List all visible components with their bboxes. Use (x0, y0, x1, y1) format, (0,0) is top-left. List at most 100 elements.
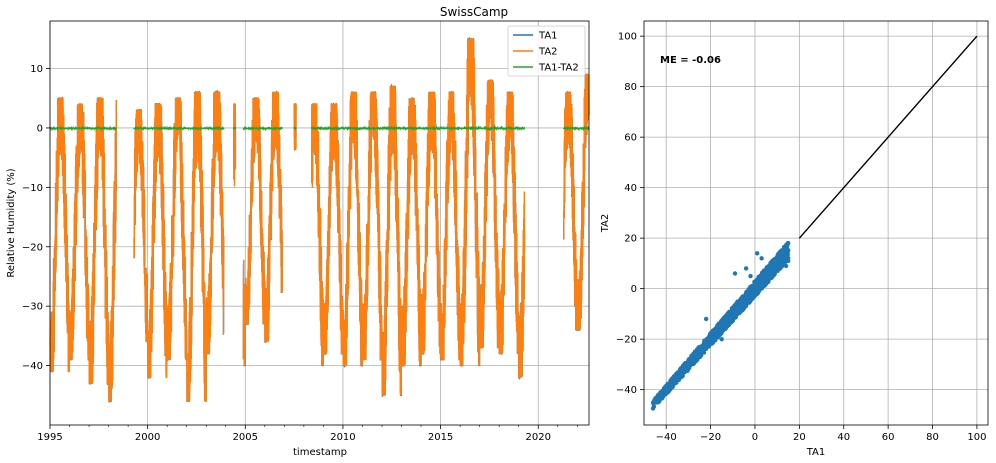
scatter-point (754, 288, 760, 293)
right-x-tick-label: −20 (700, 432, 721, 443)
scatter-point (760, 278, 765, 283)
left-y-tick-label: −30 (22, 302, 43, 313)
scatter-point (734, 308, 739, 313)
left-y-axis-label: Relative Humidity (%) (6, 168, 17, 277)
chart-title: SwissCamp (440, 5, 508, 19)
scatter-point (746, 287, 751, 293)
right-y-tick-label: −20 (616, 335, 637, 346)
scatter-point (668, 383, 673, 388)
legend: TA1 TA2 TA1-TA2 (507, 25, 586, 77)
right-x-tick-label: 100 (967, 432, 986, 443)
scatter-point (691, 351, 696, 357)
series-line-ta2 (49, 38, 590, 402)
scatter-points (650, 241, 791, 411)
scatter-point (726, 316, 732, 322)
scatter-point (655, 400, 660, 405)
scatter-point (749, 296, 755, 302)
left-x-tick-label: 2020 (525, 432, 550, 443)
scatter-point (759, 256, 764, 261)
scatter-point (760, 282, 765, 287)
scatter-point (721, 322, 726, 327)
right-x-tick-label: 0 (752, 432, 758, 443)
scatter-point (765, 271, 770, 276)
left-x-tick-label: 2005 (233, 432, 258, 443)
left-y-tick-label: 0 (37, 123, 43, 134)
scatter-point (730, 313, 735, 318)
right-y-tick-label: 100 (618, 32, 637, 43)
right-y-ticks: −40 −20 0 20 40 60 80 100 (616, 32, 644, 396)
right-x-tick-label: 40 (837, 432, 850, 443)
right-y-tick-label: 40 (624, 183, 637, 194)
scatter-point (748, 273, 753, 279)
scatter-point (679, 372, 684, 377)
left-series-lines (49, 36, 590, 403)
reference-line (798, 35, 978, 239)
right-y-tick-label: 20 (624, 234, 637, 245)
scatter-point (659, 393, 664, 398)
scatter-point (746, 300, 752, 305)
series-line-ta1-ta2 (49, 125, 590, 132)
left-x-tick-label: 2000 (135, 432, 160, 443)
left-x-ticks: 1995 2000 2005 2010 2015 2020 (37, 425, 578, 443)
scatter-point (719, 318, 724, 323)
scatter-point (661, 389, 667, 394)
legend-label-ta2: TA2 (538, 47, 558, 58)
right-plot-frame (643, 20, 989, 426)
left-y-tick-label: −40 (22, 361, 43, 372)
scatter-point (661, 386, 667, 391)
scatter-point (725, 322, 731, 327)
scatter-point (715, 334, 721, 340)
left-y-ticks: −40 −30 −20 −10 0 10 (22, 64, 50, 372)
scatter-point (700, 344, 705, 349)
scatter-point (772, 259, 777, 264)
scatter-point (784, 242, 789, 248)
right-y-tick-label: 60 (624, 133, 637, 144)
scatter-point (783, 263, 789, 269)
scatter-point (778, 255, 783, 260)
scatter-point (741, 303, 747, 308)
scatter-point (712, 334, 717, 340)
scatter-point (763, 278, 769, 283)
legend-label-ta1: TA1 (538, 31, 558, 42)
scatter-point (695, 351, 700, 357)
legend-label-ta1-ta2: TA1-TA2 (538, 63, 579, 74)
scatter-point (760, 272, 765, 277)
scatter-point (705, 342, 710, 347)
scatter-point (703, 316, 709, 322)
scatter-point (676, 377, 681, 383)
left-x-axis-label: timestamp (293, 447, 347, 458)
scatter-point (742, 295, 747, 300)
right-y-tick-label: 0 (631, 284, 637, 295)
scatter-point (686, 357, 692, 362)
left-data-segment (294, 21, 296, 425)
scatter-point (754, 251, 760, 256)
scatter-point (674, 371, 679, 376)
left-x-tick-label: 2015 (428, 432, 453, 443)
scatter-point (738, 300, 743, 305)
scatter-point (691, 358, 697, 364)
scatter-point (755, 280, 760, 286)
scatter-point (786, 258, 791, 264)
scatter-point (739, 308, 745, 313)
right-y-tick-label: −40 (616, 385, 637, 396)
scatter-point (770, 268, 775, 273)
scatter-point (680, 365, 686, 370)
scatter-point (743, 266, 749, 271)
scatter-chart: −40 −20 0 20 40 60 80 100 −40 −20 0 20 40 60 80 100 TA… (600, 20, 989, 458)
right-x-ticks: −40 −20 0 20 40 60 80 100 (656, 425, 986, 443)
right-x-tick-label: −40 (656, 432, 677, 443)
left-x-tick-label: 2010 (330, 432, 355, 443)
legend-box (507, 25, 586, 77)
right-grid (644, 21, 988, 425)
time-series-chart: 1995 2000 2005 2010 2015 2020 −40 −30 −20 −10 0 10… (6, 5, 590, 458)
right-x-tick-label: 80 (926, 432, 939, 443)
scatter-point (671, 374, 676, 380)
scatter-point (687, 365, 692, 371)
left-data-segment (234, 21, 236, 425)
scatter-point (716, 329, 721, 334)
scatter-point (767, 263, 772, 269)
scatter-point (731, 310, 736, 315)
left-y-tick-label: −20 (22, 242, 43, 253)
scatter-point (719, 336, 724, 342)
